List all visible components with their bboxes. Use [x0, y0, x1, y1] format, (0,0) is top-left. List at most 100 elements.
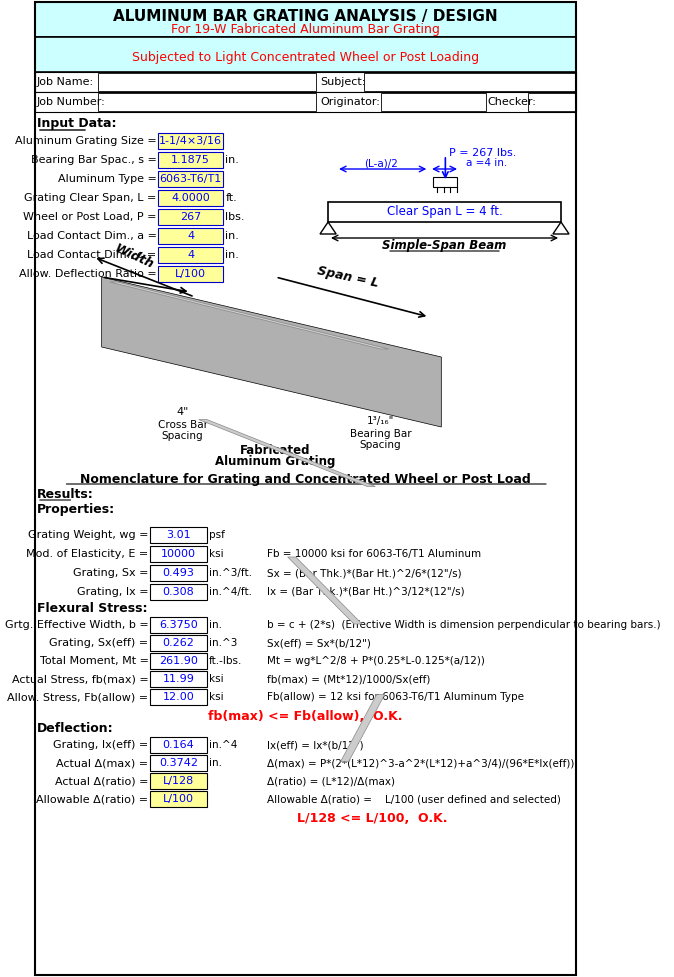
Text: L/100: L/100 — [175, 269, 206, 279]
Text: Fb = 10000 ksi for 6063-T6/T1 Aluminum: Fb = 10000 ksi for 6063-T6/T1 Aluminum — [268, 549, 481, 559]
Text: b = c + (2*s)  (Effective Width is dimension perpendicular to bearing bars.): b = c + (2*s) (Effective Width is dimens… — [268, 620, 661, 630]
Text: Width: Width — [113, 242, 156, 272]
Text: Grtg. Effective Width, b =: Grtg. Effective Width, b = — [5, 620, 148, 630]
Bar — [98, 73, 316, 91]
Text: 0.164: 0.164 — [162, 740, 194, 750]
Text: For 19-W Fabricated Aluminum Bar Grating: For 19-W Fabricated Aluminum Bar Grating — [171, 22, 440, 35]
Text: Grating, Ix(eff) =: Grating, Ix(eff) = — [53, 740, 148, 750]
Text: Flexural Stress:: Flexural Stress: — [37, 603, 148, 616]
Text: Job Name:: Job Name: — [37, 77, 94, 87]
Bar — [528, 93, 576, 111]
Text: L/100: L/100 — [163, 794, 194, 804]
Text: in.^3/ft.: in.^3/ft. — [209, 568, 252, 578]
Text: Spacing: Spacing — [162, 431, 204, 441]
Text: Originator:: Originator: — [320, 97, 380, 107]
Bar — [150, 791, 207, 807]
Text: 10000: 10000 — [161, 549, 196, 559]
Text: Actual Δ(max) =: Actual Δ(max) = — [57, 758, 148, 768]
Text: in.: in. — [225, 250, 239, 260]
Text: in.: in. — [225, 231, 239, 241]
Text: 0.3742: 0.3742 — [159, 758, 198, 768]
Text: 4: 4 — [187, 231, 194, 241]
Text: 1³/₁₆": 1³/₁₆" — [367, 416, 394, 426]
Text: ksi: ksi — [209, 549, 224, 559]
Bar — [158, 228, 223, 244]
Text: Load Contact Dim., a =: Load Contact Dim., a = — [27, 231, 156, 241]
Text: 6063-T6/T1: 6063-T6/T1 — [160, 174, 222, 184]
Text: Grating, Ix =: Grating, Ix = — [77, 587, 148, 597]
Bar — [150, 755, 207, 771]
Text: Total Moment, Mt =: Total Moment, Mt = — [40, 656, 148, 666]
Text: Clear Span L = 4 ft.: Clear Span L = 4 ft. — [387, 205, 502, 219]
Text: 3.01: 3.01 — [166, 530, 191, 540]
Text: Simple-Span Beam: Simple-Span Beam — [382, 239, 507, 252]
Text: in.^4/ft.: in.^4/ft. — [209, 587, 252, 597]
Bar — [158, 209, 223, 225]
Text: 4.0000: 4.0000 — [171, 193, 210, 203]
Text: Deflection:: Deflection: — [37, 723, 114, 736]
Text: 11.99: 11.99 — [162, 674, 194, 684]
Bar — [150, 689, 207, 705]
Bar — [433, 177, 458, 187]
Bar — [328, 202, 561, 222]
Text: Allow. Stress, Fb(allow) =: Allow. Stress, Fb(allow) = — [7, 692, 148, 702]
Text: Bearing Bar Spac., s =: Bearing Bar Spac., s = — [31, 155, 156, 165]
Text: 261.90: 261.90 — [159, 656, 198, 666]
Text: Subjected to Light Concentrated Wheel or Post Loading: Subjected to Light Concentrated Wheel or… — [132, 51, 479, 64]
Bar — [34, 92, 576, 112]
Text: Allow. Deflection Ratio =: Allow. Deflection Ratio = — [19, 269, 156, 279]
Bar — [98, 93, 316, 111]
Bar — [158, 133, 223, 149]
Text: L/128 <= L/100,  O.K.: L/128 <= L/100, O.K. — [297, 813, 448, 826]
Polygon shape — [340, 695, 385, 761]
Bar — [150, 565, 207, 581]
Polygon shape — [320, 222, 336, 234]
Text: Bearing Bar: Bearing Bar — [350, 429, 411, 439]
Polygon shape — [288, 557, 362, 624]
Bar — [365, 73, 576, 91]
Text: in.: in. — [225, 155, 239, 165]
Text: Job Number:: Job Number: — [37, 97, 106, 107]
Text: Sx(eff) = Sx*(b/12"): Sx(eff) = Sx*(b/12") — [268, 638, 371, 648]
Text: 0.493: 0.493 — [162, 568, 194, 578]
Text: L/128: L/128 — [163, 776, 194, 786]
Bar — [158, 247, 223, 263]
Text: Ix = (Bar Thk.)*(Bar Ht.)^3/12*(12"/s): Ix = (Bar Thk.)*(Bar Ht.)^3/12*(12"/s) — [268, 587, 465, 597]
Text: 267: 267 — [180, 212, 202, 222]
Text: 0.262: 0.262 — [162, 638, 194, 648]
Bar — [158, 190, 223, 206]
Polygon shape — [553, 222, 569, 234]
Text: 4: 4 — [187, 250, 194, 260]
Text: Fabricated: Fabricated — [240, 444, 311, 456]
Text: Input Data:: Input Data: — [37, 116, 117, 130]
Text: in.: in. — [209, 758, 222, 768]
Text: Mt = wg*L^2/8 + P*(0.25*L-0.125*(a/12)): Mt = wg*L^2/8 + P*(0.25*L-0.125*(a/12)) — [268, 656, 485, 666]
Text: 1.1875: 1.1875 — [171, 155, 210, 165]
Bar — [150, 653, 207, 669]
Text: P = 267 lbs.: P = 267 lbs. — [450, 148, 517, 158]
Text: lbs.: lbs. — [225, 212, 245, 222]
Text: a =4 in.: a =4 in. — [466, 158, 507, 168]
Text: Aluminum Grating: Aluminum Grating — [215, 455, 336, 469]
Bar — [150, 584, 207, 600]
Text: Results:: Results: — [37, 488, 94, 501]
Bar — [150, 617, 207, 633]
Text: Grating Weight, wg =: Grating Weight, wg = — [28, 530, 148, 540]
Text: in.^3: in.^3 — [209, 638, 238, 648]
Text: 0.308: 0.308 — [162, 587, 194, 597]
Text: Grating, Sx =: Grating, Sx = — [73, 568, 148, 578]
Text: ALUMINUM BAR GRATING ANALYSIS / DESIGN: ALUMINUM BAR GRATING ANALYSIS / DESIGN — [113, 10, 498, 24]
Text: Subject:: Subject: — [320, 77, 365, 87]
Text: (L-a)/2: (L-a)/2 — [364, 158, 398, 168]
Text: in.^4: in.^4 — [209, 740, 238, 750]
Bar — [150, 546, 207, 562]
Bar — [34, 2, 576, 37]
Bar — [158, 171, 223, 187]
Bar — [150, 773, 207, 789]
Text: Spacing: Spacing — [360, 440, 402, 450]
Bar — [150, 671, 207, 687]
Text: Δ(max) = P*(2*(L*12)^3-a^2*(L*12)+a^3/4)/(96*E*Ix(eff)): Δ(max) = P*(2*(L*12)^3-a^2*(L*12)+a^3/4)… — [268, 758, 575, 768]
Text: Mod. of Elasticity, E =: Mod. of Elasticity, E = — [26, 549, 148, 559]
Text: Actual Δ(ratio) =: Actual Δ(ratio) = — [55, 776, 148, 786]
Text: 4": 4" — [177, 407, 189, 417]
